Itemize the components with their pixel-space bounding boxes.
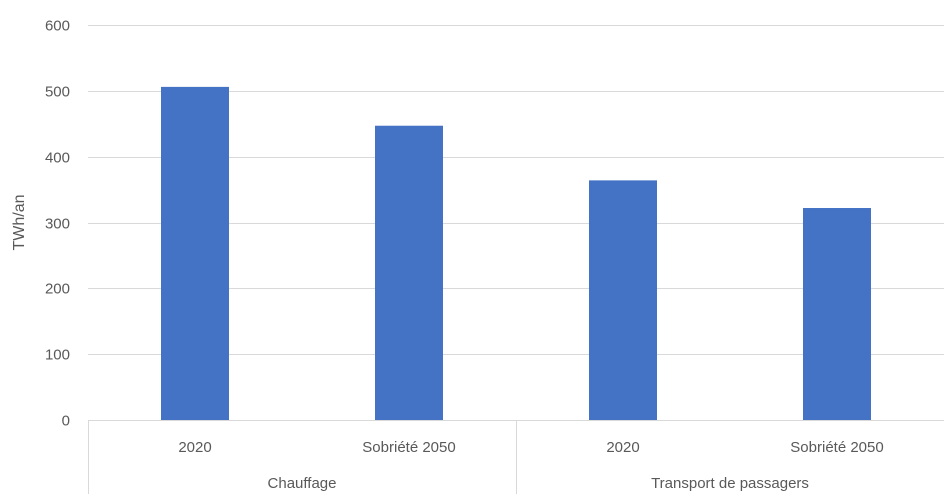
bar bbox=[161, 86, 229, 420]
y-tick-label: 300 bbox=[45, 216, 70, 233]
gridlines bbox=[88, 25, 944, 421]
x-tick-label: Sobriété 2050 bbox=[362, 439, 455, 456]
bar bbox=[375, 125, 443, 420]
x-group-label: Chauffage bbox=[268, 475, 337, 492]
x-axis: 2020 Sobriété 2050 2020 Sobriété 2050 Chauff… bbox=[88, 420, 884, 494]
y-tick-label: 400 bbox=[45, 150, 70, 167]
y-tick-label: 600 bbox=[45, 18, 70, 35]
x-tick-label: Sobriété 2050 bbox=[790, 439, 883, 456]
y-tick-label: 0 bbox=[62, 413, 70, 430]
y-tick-label: 100 bbox=[45, 347, 70, 364]
x-tick-label: 2020 bbox=[606, 439, 639, 456]
y-tick-label: 500 bbox=[45, 84, 70, 101]
bars bbox=[161, 86, 871, 420]
y-axis-title: TWh/an bbox=[11, 194, 28, 250]
y-axis-ticks: 0 100 200 300 400 500 600 bbox=[45, 18, 70, 430]
y-tick-label: 200 bbox=[45, 281, 70, 298]
x-group-label: Transport de passagers bbox=[651, 475, 809, 492]
bar bbox=[803, 208, 871, 420]
x-tick-label: 2020 bbox=[178, 439, 211, 456]
bar bbox=[589, 180, 657, 420]
